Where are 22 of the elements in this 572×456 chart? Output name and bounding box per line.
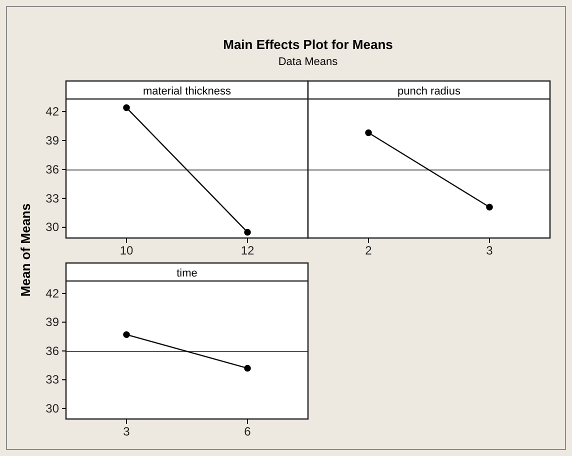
y-tick-label: 30 xyxy=(46,220,60,234)
chart-title: Main Effects Plot for Means xyxy=(223,37,393,52)
y-axis-title: Mean of Means xyxy=(18,203,33,297)
x-tick-label: 10 xyxy=(120,244,134,258)
y-tick-label: 42 xyxy=(46,104,60,118)
y-tick-label: 39 xyxy=(46,133,60,148)
y-tick-label: 33 xyxy=(46,191,60,206)
y-tick-label: 36 xyxy=(46,344,60,358)
y-tick-label: 33 xyxy=(46,372,60,387)
x-tick-label: 12 xyxy=(240,244,254,258)
y-tick-label: 42 xyxy=(46,286,60,300)
x-tick-label: 2 xyxy=(365,244,372,258)
x-tick-label: 3 xyxy=(123,424,130,439)
x-axis-title: time xyxy=(176,268,198,280)
y-tick-label: 36 xyxy=(46,162,60,176)
y-tick-label: 39 xyxy=(46,315,60,330)
x-axis-title: punch radius xyxy=(398,86,461,98)
x-tick-label: 3 xyxy=(486,244,494,258)
y-tick-label: 30 xyxy=(46,401,60,416)
x-tick-label: 6 xyxy=(244,424,252,439)
chart-subtitle: Data Means xyxy=(278,56,338,68)
x-axis-title: material thickness xyxy=(142,86,232,98)
